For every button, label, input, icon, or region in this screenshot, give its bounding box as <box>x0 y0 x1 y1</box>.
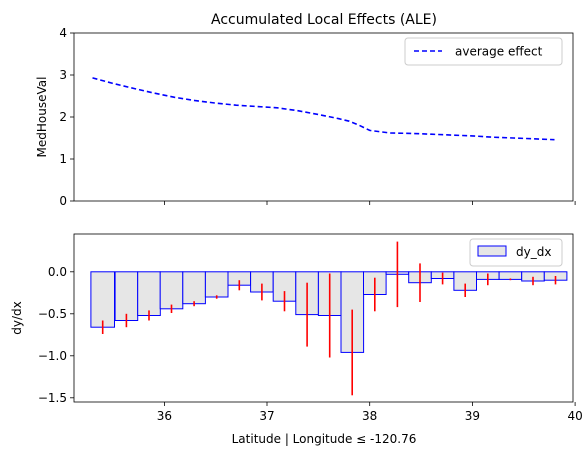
bar <box>90 271 116 328</box>
y-tick-label: −1.5 <box>38 391 67 405</box>
y-tick-label: −0.5 <box>38 307 67 321</box>
bar <box>204 271 229 298</box>
bottom-legend: dy_dx <box>469 238 563 267</box>
y-axis-label-medhouseval: MedHouseVal <box>35 77 49 158</box>
x-tick-label: 37 <box>259 409 274 423</box>
y-tick-label: 0.0 <box>48 265 67 279</box>
y-tick-label: 3 <box>59 68 67 82</box>
y-tick-label: 1 <box>59 152 67 166</box>
top-axes-frame <box>73 32 574 202</box>
bar <box>182 271 206 305</box>
ale-line-panel: Accumulated Local Effects (ALE) MedHouse… <box>35 12 576 208</box>
bar <box>137 271 161 316</box>
y-tick-label: −1.0 <box>38 349 67 363</box>
legend-label-dy-dx: dy_dx <box>516 245 551 259</box>
chart-title: Accumulated Local Effects (ALE) <box>211 12 437 28</box>
x-tick-label: 40 <box>567 409 582 423</box>
bottom-axes-frame <box>73 233 574 403</box>
legend-swatch-dy-dx <box>477 245 507 257</box>
x-axis-label: Latitude | Longitude ≤ -120.76 <box>232 432 417 446</box>
ale-bar-panel: dy/dx Latitude | Longitude ≤ -120.76 −1.… <box>10 233 583 446</box>
legend-label-average-effect: average effect <box>455 45 543 59</box>
bottom-plot-area: −1.5 −1.0 −0.5 0.0 36 37 38 39 40 <box>38 241 583 423</box>
x-tick-label: 39 <box>465 409 480 423</box>
top-legend: average effect <box>404 37 563 66</box>
x-tick-label: 36 <box>157 409 172 423</box>
y-tick-label: 2 <box>59 110 67 124</box>
top-plot-area: 0 1 2 3 4 <box>59 26 576 208</box>
bar <box>159 271 184 310</box>
y-axis-label-dydx: dy/dx <box>10 301 24 334</box>
series-line-average-effect <box>92 77 555 141</box>
bar <box>498 271 523 280</box>
y-tick-label: 4 <box>59 26 67 40</box>
x-tick-label: 38 <box>362 409 377 423</box>
bar <box>114 271 139 321</box>
top-legend-box <box>404 37 563 66</box>
y-tick-label: 0 <box>59 194 67 208</box>
